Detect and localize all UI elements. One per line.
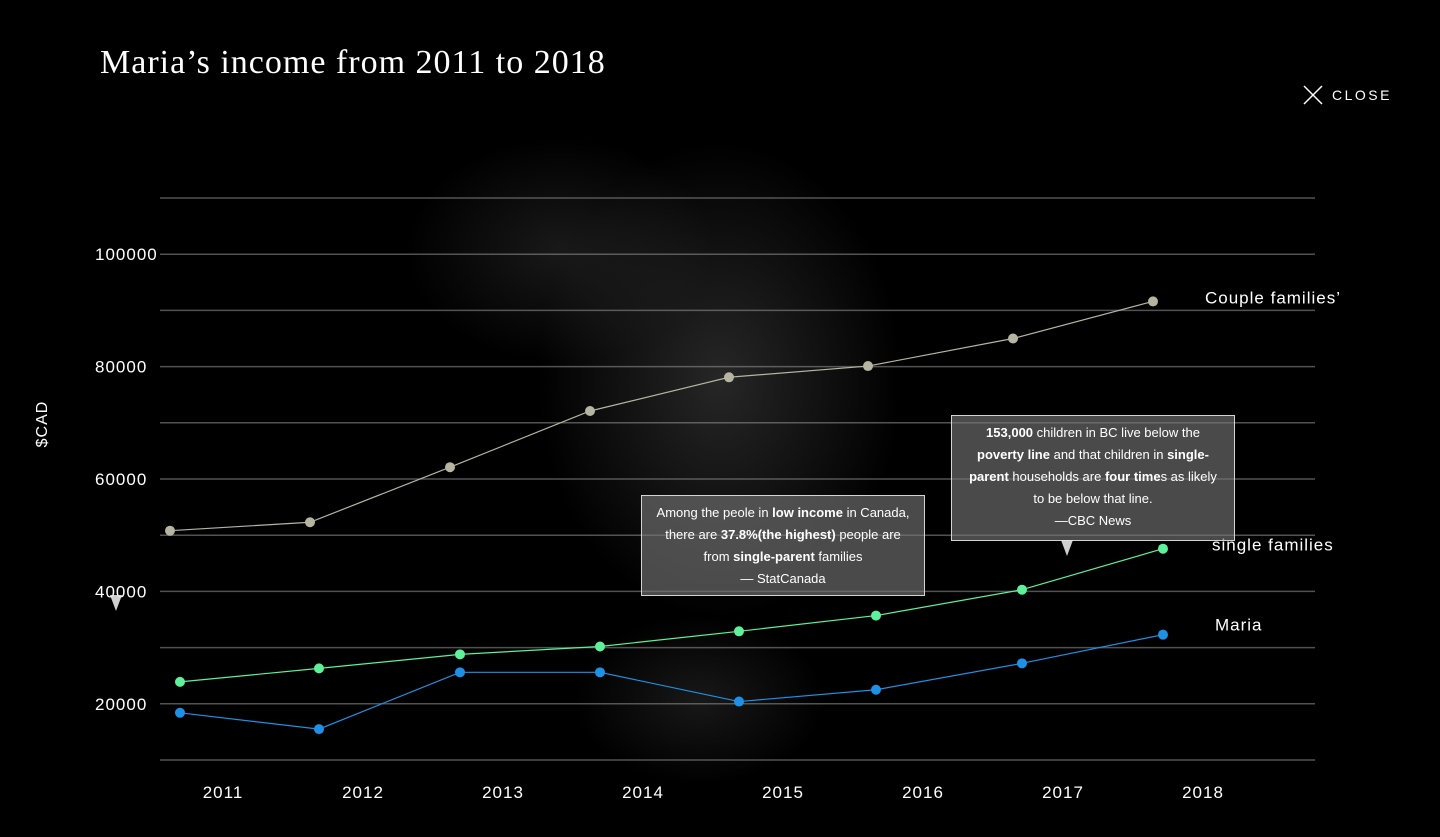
- y-tick-label: 100000: [95, 245, 158, 264]
- data-point: [863, 361, 873, 372]
- x-tick-label: 2013: [482, 783, 524, 802]
- callout-fragment: — StatCanada: [740, 571, 826, 586]
- x-tick-label: 2018: [1182, 783, 1224, 802]
- y-tick-label: 60000: [95, 470, 147, 489]
- callout-emphasis: single-parent: [733, 549, 815, 564]
- callout-fragment: people are from: [703, 527, 901, 564]
- series-label: Maria: [1215, 616, 1263, 635]
- data-point: [871, 610, 881, 621]
- callout-text: 153,000 children in BC live below the po…: [962, 422, 1224, 532]
- y-tick-label: 20000: [95, 695, 147, 714]
- callout-pointer: [110, 595, 122, 611]
- data-point: [1017, 658, 1027, 669]
- data-point: [175, 676, 185, 687]
- data-point: [871, 684, 881, 695]
- callout-fragment: families: [814, 549, 863, 564]
- y-axis-label: $CAD: [34, 401, 51, 448]
- data-point: [724, 372, 734, 383]
- data-point: [314, 724, 324, 735]
- close-label: CLOSE: [1332, 87, 1392, 103]
- callout-fragment: and that children in: [1049, 447, 1168, 462]
- x-tick-label: 2012: [342, 783, 384, 802]
- close-icon: [1303, 85, 1323, 105]
- data-point: [1008, 333, 1018, 344]
- data-point: [1158, 629, 1168, 640]
- callout-fragment: —CBC News: [1054, 513, 1132, 528]
- x-tick-label: 2017: [1042, 783, 1084, 802]
- data-point: [1017, 584, 1027, 595]
- data-point: [1148, 296, 1158, 307]
- callout-pointer: [1061, 540, 1073, 556]
- data-point: [165, 525, 175, 536]
- data-point: [734, 626, 744, 637]
- x-tick-label: 2014: [622, 783, 664, 802]
- callout-emphasis: poverty line: [977, 447, 1050, 462]
- series-line: [179, 634, 1164, 730]
- callout-emphasis: 37.8%(the highest): [720, 527, 836, 542]
- series-line: [169, 300, 1154, 532]
- x-tick-label: 2016: [902, 783, 944, 802]
- data-point: [305, 517, 315, 528]
- close-button[interactable]: CLOSE: [1302, 84, 1392, 106]
- callout-fragment: households are: [1008, 469, 1105, 484]
- statcanada-callout: Among the peole in low income in Canada,…: [110, 495, 925, 611]
- y-tick-label: 80000: [95, 358, 147, 377]
- callout-text: Among the peole in low income in Canada,…: [652, 502, 914, 590]
- y-tick-label: 40000: [95, 582, 147, 601]
- x-tick-label: 2015: [762, 783, 804, 802]
- data-point: [595, 667, 605, 678]
- callout-fragment: s as likely to be below that line.: [1033, 469, 1217, 506]
- data-point: [175, 707, 185, 718]
- callout-emphasis: four time: [1104, 469, 1161, 484]
- data-point: [1158, 543, 1168, 554]
- data-point: [455, 667, 465, 678]
- callout-fragment: in Canada, there are: [665, 505, 910, 542]
- series-label: Couple families’: [1205, 288, 1341, 307]
- callout-emphasis: single-parent: [969, 447, 1209, 484]
- callout-fragment: children in BC live below the: [1033, 425, 1200, 440]
- series-line: [179, 548, 1164, 683]
- data-point: [585, 405, 595, 416]
- callout-emphasis: low income: [772, 505, 843, 520]
- callout-fragment: Among the peole in: [656, 505, 773, 520]
- data-point: [314, 663, 324, 674]
- data-point: [445, 462, 455, 473]
- cbc-news-callout: 153,000 children in BC live below the po…: [951, 415, 1235, 556]
- callout-emphasis: 153,000: [986, 425, 1034, 440]
- data-point: [734, 696, 744, 707]
- data-point: [595, 641, 605, 652]
- x-tick-label: 2011: [203, 783, 244, 802]
- data-point: [455, 649, 465, 660]
- page-title: Maria’s income from 2011 to 2018: [100, 44, 606, 81]
- series-label: single families: [1212, 536, 1334, 555]
